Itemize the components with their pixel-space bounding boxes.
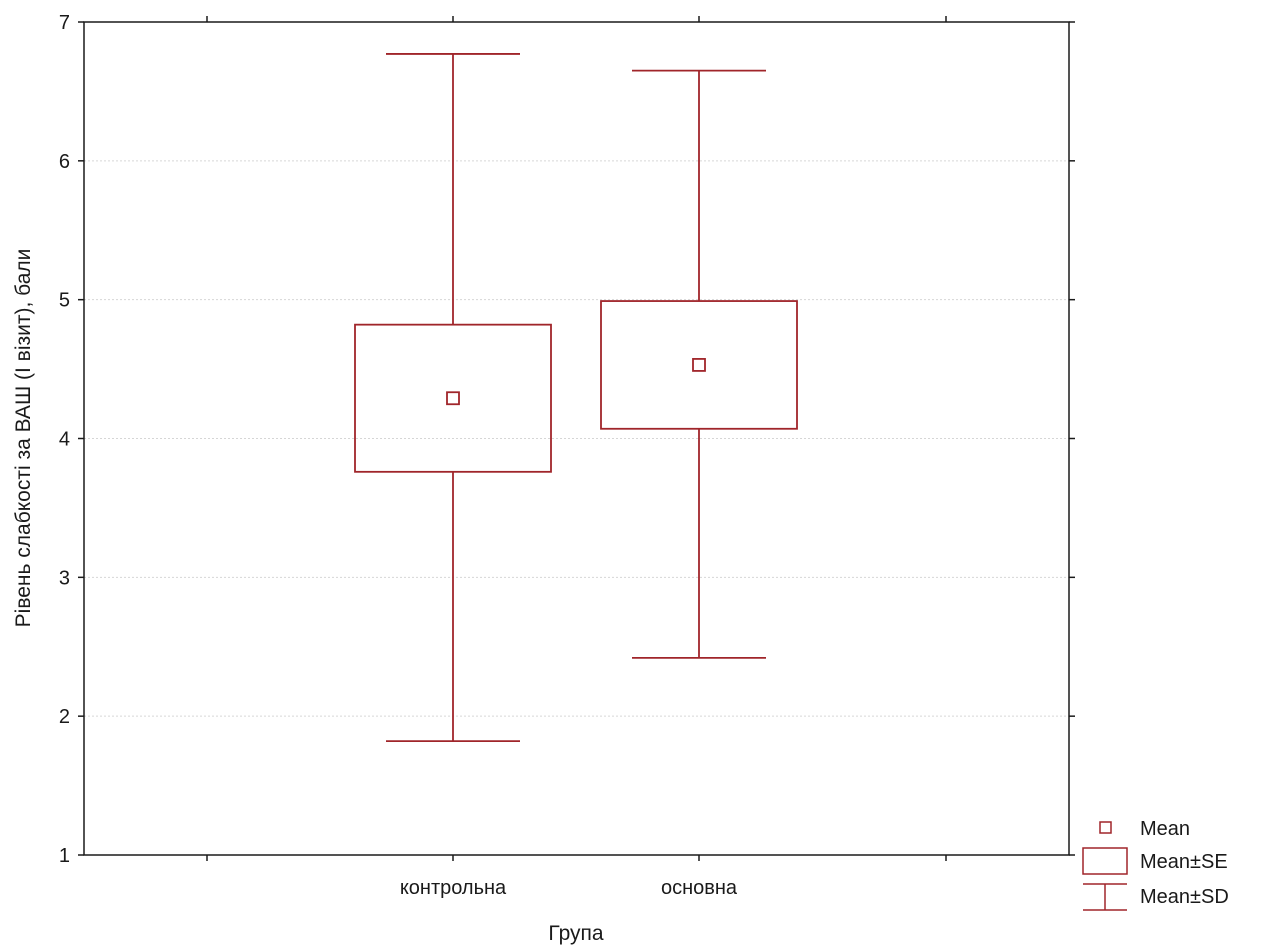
legend-se-label: Mean±SE — [1140, 851, 1228, 873]
mean-marker — [692, 358, 706, 372]
group-1 — [354, 53, 552, 743]
y-tick-label: 3 — [59, 567, 70, 589]
y-axis-title: Рівень слабкості за ВАШ (І візит), бали — [12, 249, 35, 628]
y-tick-label: 1 — [59, 845, 70, 867]
se-box — [600, 300, 798, 430]
data-marks — [354, 53, 798, 743]
y-tick-label: 7 — [59, 12, 70, 34]
x-axis-title: Група — [548, 922, 604, 945]
y-tick-label: 2 — [59, 706, 70, 728]
legend-sd-marker — [1083, 883, 1127, 911]
mean-marker — [446, 391, 460, 406]
x-category-label: контрольна — [400, 877, 507, 899]
se-box — [354, 323, 552, 473]
legend: Mean Mean±SE Mean±SD — [1082, 818, 1229, 911]
y-tick-label: 6 — [59, 151, 70, 173]
x-category-label: основна — [661, 877, 738, 899]
group-2 — [600, 69, 798, 659]
legend-se-marker — [1082, 847, 1128, 875]
legend-sd-label: Mean±SD — [1140, 886, 1229, 908]
y-tick-label: 5 — [59, 290, 70, 312]
axis-ticks: 1 2 3 4 5 6 7 контрольна основна — [59, 12, 1075, 899]
grid-lines — [84, 160, 1069, 717]
y-tick-label: 4 — [59, 429, 70, 451]
legend-mean-marker — [1099, 821, 1112, 834]
legend-mean-label: Mean — [1140, 818, 1190, 840]
